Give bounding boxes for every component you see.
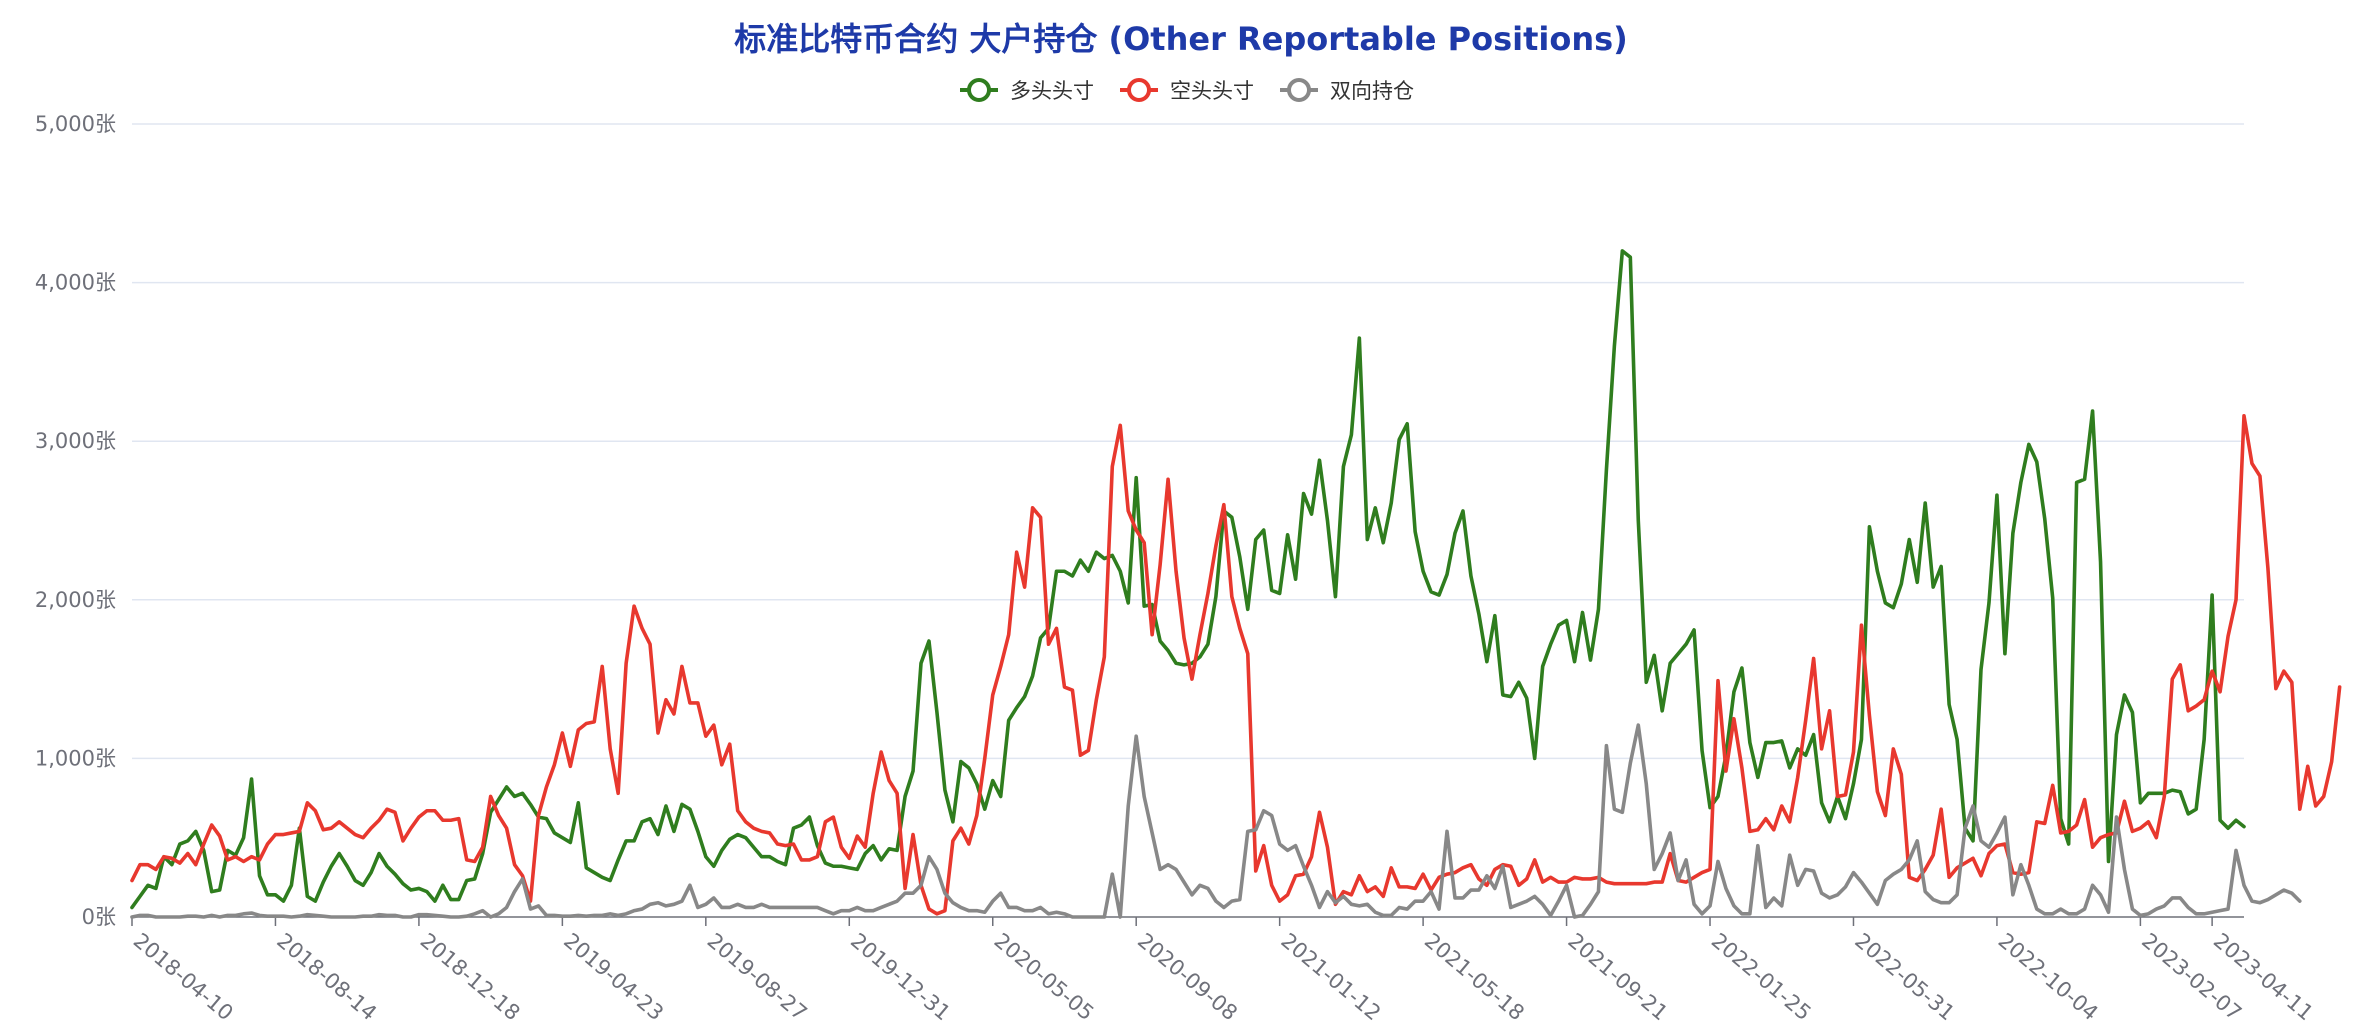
x-tick-label: 2022-10-04 [1994, 928, 2103, 1025]
legend-circle-icon [967, 78, 991, 102]
x-axis: 2018-04-10 2018-08-14 2018-12-18 2019-04-23… [129, 916, 2318, 1025]
x-tick-label: 2020-05-05 [990, 928, 1099, 1025]
y-tick-label: 3,000张 [35, 429, 116, 453]
y-tick-label: 2,000张 [35, 588, 116, 612]
legend-item-0[interactable]: 多头头寸 [960, 78, 1094, 103]
y-tick-label: 5,000张 [35, 112, 116, 136]
legend-item-2[interactable]: 双向持仓 [1280, 78, 1414, 103]
x-tick-label: 2022-01-25 [1707, 928, 1816, 1025]
x-tick-label: 2018-08-14 [272, 928, 381, 1025]
legend-label: 空头头寸 [1170, 79, 1254, 103]
y-axis: 0张 1,000张 2,000张 3,000张 4,000张 5,000张 [35, 112, 116, 929]
series-line-1[interactable] [130, 414, 2342, 916]
x-tick-label: 2018-12-18 [416, 928, 525, 1025]
x-tick-label: 2021-05-18 [1420, 928, 1529, 1025]
x-tick-label: 2019-12-31 [846, 928, 955, 1025]
legend-label: 双向持仓 [1330, 79, 1414, 103]
series-line-2[interactable] [130, 723, 2302, 919]
y-tick-label: 0张 [82, 905, 116, 929]
y-tick-label: 4,000张 [35, 271, 116, 295]
x-tick-label: 2019-04-23 [559, 928, 668, 1025]
x-tick-label: 2022-05-31 [1850, 928, 1959, 1025]
chart-title: 标准比特币合约 大户持仓 (Other Reportable Positions… [734, 20, 1628, 58]
x-tick-label: 2021-09-21 [1563, 928, 1672, 1025]
series-group[interactable] [130, 249, 2342, 919]
legend-circle-icon [1287, 78, 1311, 102]
legend[interactable]: 多头头寸 空头头寸 双向持仓 [960, 78, 1414, 103]
legend-item-1[interactable]: 空头头寸 [1120, 78, 1254, 103]
x-tick-label: 2019-08-27 [703, 928, 812, 1025]
y-tick-label: 1,000张 [35, 746, 116, 770]
x-tick-label: 2020-09-08 [1133, 928, 1242, 1025]
x-tick-label: 2021-01-12 [1276, 928, 1385, 1025]
legend-label: 多头头寸 [1010, 79, 1094, 103]
x-tick-label: 2018-04-10 [129, 928, 238, 1025]
legend-circle-icon [1127, 78, 1151, 102]
series-line-0[interactable] [130, 249, 2246, 910]
